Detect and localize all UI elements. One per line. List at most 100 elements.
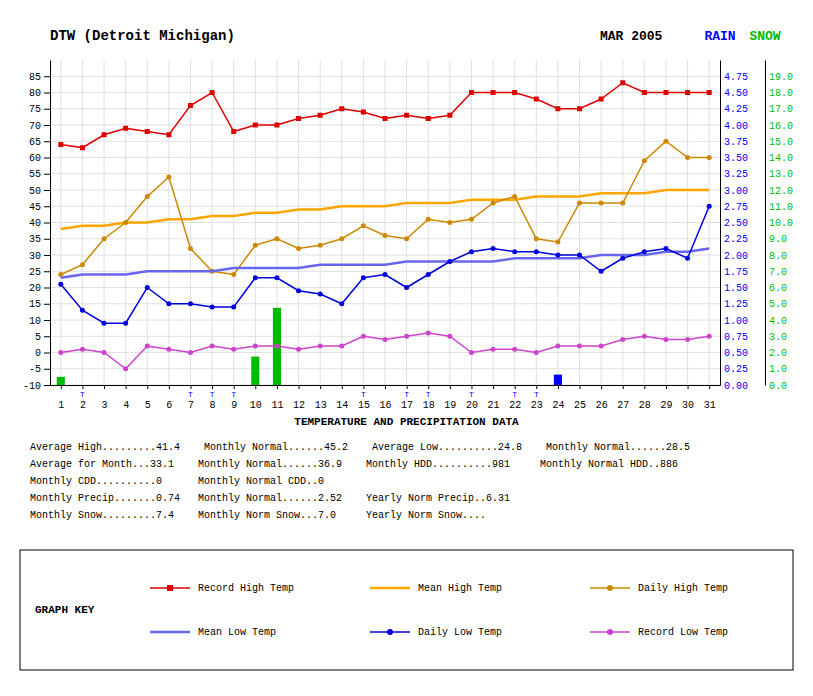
legend-marker xyxy=(607,629,613,635)
tick: 5 xyxy=(35,332,50,343)
bar-series xyxy=(57,308,281,385)
tick: 10.0 xyxy=(765,218,793,229)
tick: 2 xyxy=(80,385,86,411)
tick-label: 12 xyxy=(293,400,305,411)
tick-label: 10 xyxy=(250,400,262,411)
tick-mark xyxy=(580,385,581,389)
tick-label: 15 xyxy=(358,400,370,411)
tick-label: 20 xyxy=(466,400,478,411)
grid-line-x xyxy=(82,60,83,385)
tick-label: 4.25 xyxy=(724,104,748,115)
bar xyxy=(294,385,302,386)
bar xyxy=(511,385,519,386)
tick-mark xyxy=(44,109,50,110)
marker xyxy=(231,305,236,310)
bar xyxy=(251,357,259,385)
tick-mark xyxy=(277,385,278,389)
tick: 65 xyxy=(29,137,50,148)
tick-label: 2.75 xyxy=(724,202,748,213)
bar xyxy=(424,385,432,386)
tick: 6.0 xyxy=(765,283,787,294)
annotation: T xyxy=(80,390,85,399)
tick: 3.25 xyxy=(720,169,748,180)
marker xyxy=(188,350,193,355)
marker xyxy=(102,321,107,326)
line xyxy=(61,333,709,369)
tick-mark xyxy=(385,385,386,389)
legend-label: Daily Low Temp xyxy=(418,627,502,638)
bar xyxy=(705,385,713,386)
tick-label: 2 xyxy=(80,400,86,411)
marker xyxy=(620,256,625,261)
tick: 1.00 xyxy=(720,316,748,327)
tick: 1.25 xyxy=(720,299,748,310)
x-axis: 1234567891011121314151617181920212223242… xyxy=(51,385,721,411)
tick-label: 0.25 xyxy=(724,364,748,375)
bar xyxy=(467,385,475,386)
subtitle: MAR 2005 xyxy=(600,29,663,44)
marker xyxy=(577,253,582,258)
marker xyxy=(620,80,625,85)
tick-mark xyxy=(342,385,343,389)
tick: 50 xyxy=(29,186,50,197)
bar xyxy=(684,385,692,386)
marker xyxy=(663,139,668,144)
bar xyxy=(122,385,130,386)
marker xyxy=(361,223,366,228)
title: DTW (Detroit Michigan) xyxy=(50,28,235,44)
grid-line-x xyxy=(212,60,213,385)
annotation: T xyxy=(426,390,431,399)
tick: 0.25 xyxy=(720,364,748,375)
tick-label: 3.0 xyxy=(769,332,787,343)
tick: 26 xyxy=(596,385,608,411)
tick-label: 16 xyxy=(379,400,391,411)
tick-label: 14.0 xyxy=(769,153,793,164)
grid-line-x xyxy=(168,60,169,385)
marker xyxy=(383,233,388,238)
grid-line-x xyxy=(622,60,623,385)
tick: 15 xyxy=(358,385,370,411)
bar xyxy=(575,385,583,386)
bar xyxy=(554,385,562,386)
tick: 0.50 xyxy=(720,348,748,359)
marker xyxy=(599,269,604,274)
tick-label: 13.0 xyxy=(769,169,793,180)
marker xyxy=(685,90,690,95)
line-series xyxy=(58,139,711,277)
bar xyxy=(662,385,670,386)
bar xyxy=(511,385,519,386)
annotation: T xyxy=(404,390,409,399)
tick: 13.0 xyxy=(765,169,793,180)
tick-label: 3.00 xyxy=(724,186,748,197)
marker xyxy=(166,347,171,352)
grid-line-x xyxy=(428,60,429,385)
marker xyxy=(534,97,539,102)
tick-label: 15.0 xyxy=(769,137,793,148)
marker xyxy=(642,249,647,254)
stats-line: Monthly CDD..........0 Monthly Normal CD… xyxy=(30,476,324,487)
tick: 55 xyxy=(29,169,50,180)
marker xyxy=(512,194,517,199)
marker xyxy=(491,347,496,352)
bar xyxy=(446,385,454,386)
y2-axis-title: RAIN xyxy=(704,29,735,44)
marker xyxy=(512,90,517,95)
bar xyxy=(403,385,411,386)
grid-line-x xyxy=(601,60,602,385)
tick: 4.75 xyxy=(720,72,748,83)
tick: 11 xyxy=(271,385,283,411)
tick: 28 xyxy=(639,385,651,411)
stats-title: TEMPERATURE AND PRECIPITATION DATA xyxy=(294,416,519,428)
bar xyxy=(100,385,108,386)
marker xyxy=(145,344,150,349)
tick: 12.0 xyxy=(765,186,793,197)
tick-label: 1 xyxy=(58,400,64,411)
bar xyxy=(640,385,648,386)
marker xyxy=(80,347,85,352)
tick-label: 4.50 xyxy=(724,88,748,99)
tick: 5.0 xyxy=(765,299,787,310)
legend-title: GRAPH KEY xyxy=(35,604,95,616)
tick-label: -10 xyxy=(23,381,41,392)
tick-label: 25 xyxy=(574,400,586,411)
legend-item: Daily High Temp xyxy=(590,583,728,594)
